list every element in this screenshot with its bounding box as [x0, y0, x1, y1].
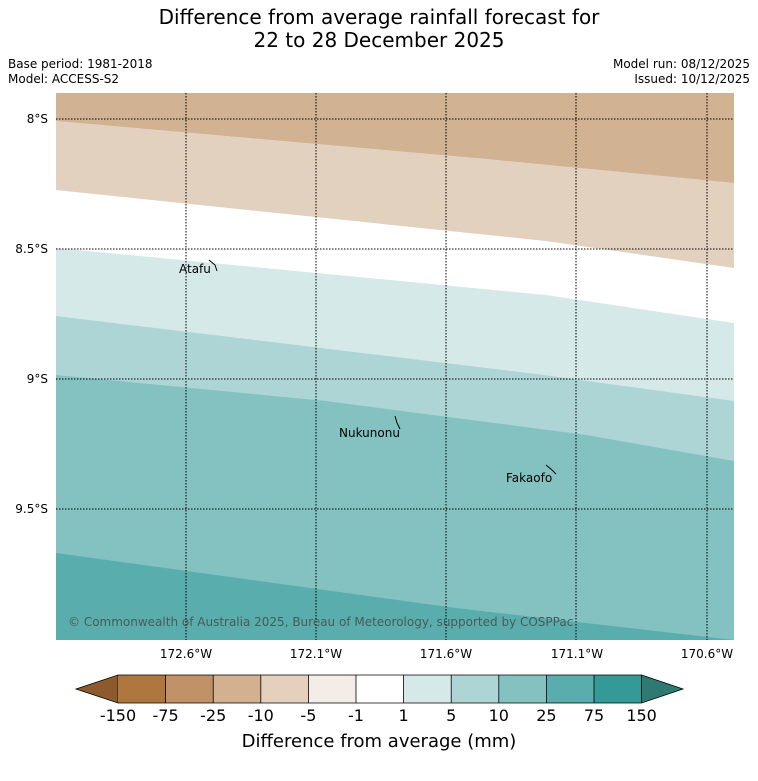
nukunonu-atoll-shape	[394, 415, 401, 430]
lon-label-171-6w: 171.6°W	[419, 647, 473, 661]
colorbar-label-minus5: -5	[300, 706, 317, 725]
colorbar-label-minus10: -10	[247, 706, 274, 725]
colorbar	[74, 674, 685, 704]
colorbar-segment-10-25	[498, 675, 547, 703]
lat-label-8s: 8°S	[26, 112, 48, 126]
colorbar-segment-5-10	[451, 675, 499, 703]
colorbar-segment-25-75	[546, 675, 594, 703]
atafu-atoll-shape	[208, 259, 218, 272]
fakaofo-atoll-shape	[545, 464, 557, 475]
title-line-1: Difference from average rainfall forecas…	[158, 5, 600, 29]
model-run: Model run: 08/12/2025	[612, 57, 750, 71]
colorbar-segment-minus5-minus1	[308, 675, 356, 703]
colorbar-label-minus25: -25	[200, 706, 227, 725]
rainfall-map: Atafu Nukunonu Fakaofo © Commonwealth of…	[56, 93, 734, 640]
model-name: Model: ACCESS-S2	[8, 72, 120, 86]
colorbar-label-1: 1	[398, 706, 409, 725]
colorbar-segment-minus75-minus25	[165, 675, 214, 703]
grid-lines	[56, 93, 734, 640]
colorbar-label-minus1: -1	[348, 706, 364, 725]
chart-title: Difference from average rainfall forecas…	[0, 6, 758, 52]
colorbar-segment-minus25-minus10	[213, 675, 261, 703]
band-minus10-minus5-inner	[56, 121, 734, 268]
place-label-nukunonu: Nukunonu	[339, 426, 400, 440]
lon-label-171-1w: 171.1°W	[550, 647, 604, 661]
colorbar-label-150: 150	[626, 706, 657, 725]
lon-label-172-6w: 172.6°W	[159, 647, 213, 661]
colorbar-segment-minus10-minus5	[260, 675, 309, 703]
issued-date: Issued: 10/12/2025	[634, 72, 750, 86]
island-markers	[208, 259, 557, 475]
base-period: Base period: 1981-2018	[8, 57, 153, 71]
colorbar-dividers	[118, 674, 642, 704]
lat-label-9s: 9°S	[26, 372, 48, 386]
colorbar-segment-minus1-1	[356, 675, 404, 703]
place-label-fakaofo: Fakaofo	[506, 471, 552, 485]
colorbar-title: Difference from average (mm)	[241, 731, 517, 752]
place-label-atafu: Atafu	[179, 262, 211, 276]
lon-label-170-6w: 170.6°W	[680, 647, 734, 661]
colorbar-extend-high	[641, 674, 685, 704]
lat-label-8-5s: 8.5°S	[15, 242, 48, 256]
meta-right: Model run: 08/12/2025 Issued: 10/12/2025	[613, 57, 750, 87]
colorbar-segment-minus150-minus75	[118, 675, 166, 703]
colorbar-segment-1-5	[403, 675, 452, 703]
colorbar-label-25: 25	[536, 706, 557, 725]
colorbar-label-minus150: -150	[99, 706, 137, 725]
colorbar-label-5: 5	[446, 706, 457, 725]
colorbar-extend-low	[74, 674, 119, 704]
colorbar-label-10: 10	[488, 706, 509, 725]
copyright-notice: © Commonwealth of Australia 2025, Bureau…	[68, 615, 573, 629]
meta-left: Base period: 1981-2018 Model: ACCESS-S2	[8, 57, 153, 87]
colorbar-label-75: 75	[583, 706, 605, 725]
lon-label-172-1w: 172.1°W	[289, 647, 343, 661]
lat-label-9-5s: 9.5°S	[15, 502, 48, 516]
colorbar-label-minus75: -75	[152, 706, 179, 725]
colorbar-segment-75-150	[594, 675, 642, 703]
title-line-2: 22 to 28 December 2025	[253, 28, 505, 52]
band-minus25-minus10-top	[56, 93, 734, 183]
